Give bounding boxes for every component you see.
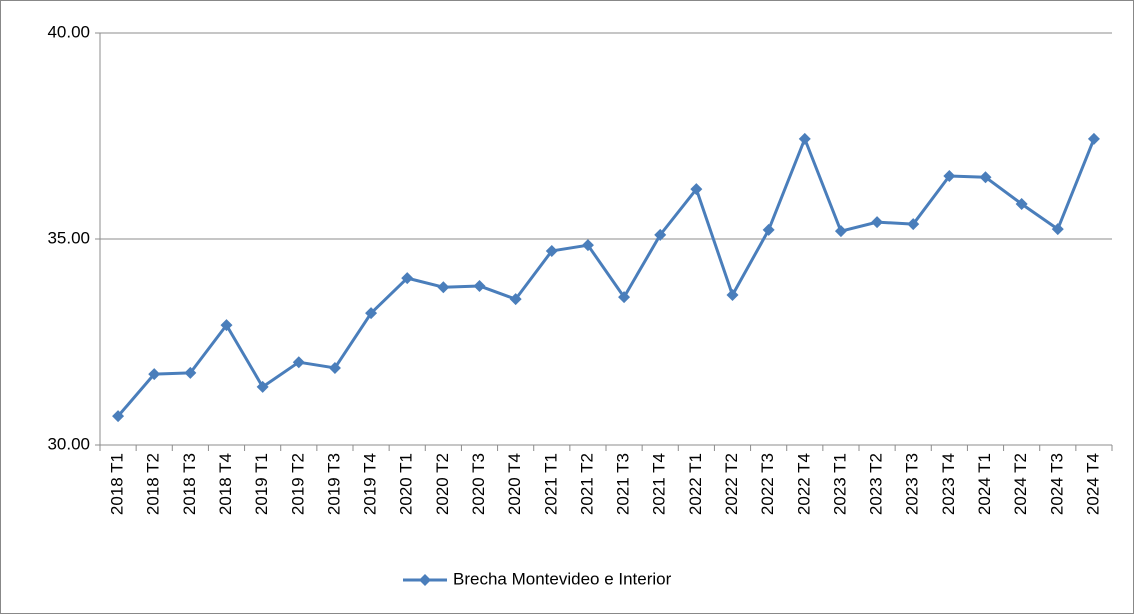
x-tick-label: 2024 T2 — [1011, 453, 1030, 515]
marker — [401, 272, 414, 285]
marker — [292, 356, 305, 369]
x-tick-label: 2018 T1 — [108, 453, 127, 515]
legend-marker — [419, 574, 431, 586]
marker — [112, 410, 125, 423]
marker — [184, 366, 197, 379]
x-tick-label: 2018 T3 — [180, 453, 199, 515]
x-tick-label: 2021 T2 — [577, 453, 596, 515]
x-tick-label: 2024 T1 — [975, 453, 994, 515]
x-tick-label: 2020 T3 — [469, 453, 488, 515]
marker — [979, 171, 992, 184]
x-tick-label: 2020 T1 — [397, 453, 416, 515]
marker — [473, 279, 486, 292]
marker — [437, 281, 450, 294]
marker — [545, 244, 558, 257]
marker — [220, 319, 233, 332]
marker — [907, 218, 920, 231]
x-tick-label: 2023 T1 — [830, 453, 849, 515]
x-tick-label: 2022 T4 — [794, 453, 813, 515]
marker — [328, 361, 341, 374]
x-tick-label: 2020 T4 — [505, 453, 524, 515]
x-tick-label: 2021 T3 — [614, 453, 633, 515]
marker — [798, 132, 811, 145]
marker — [618, 291, 631, 304]
marker — [726, 289, 739, 302]
x-tick-label: 2019 T2 — [288, 453, 307, 515]
x-tick-label: 2022 T1 — [686, 453, 705, 515]
x-tick-label: 2020 T2 — [433, 453, 452, 515]
marker — [1087, 132, 1100, 145]
x-tick-label: 2022 T2 — [722, 453, 741, 515]
x-tick-label: 2022 T3 — [758, 453, 777, 515]
marker — [1015, 197, 1028, 210]
marker — [762, 223, 775, 236]
x-tick-label: 2024 T3 — [1047, 453, 1066, 515]
x-tick-label: 2019 T4 — [361, 453, 380, 515]
marker — [943, 169, 956, 182]
series-line — [116, 137, 1096, 418]
y-tick-label: 30.00 — [47, 434, 90, 453]
marker — [871, 216, 884, 229]
marker — [509, 293, 522, 306]
marker — [654, 228, 667, 241]
legend-label: Brecha Montevideo e Interior — [453, 569, 672, 588]
y-tick-label: 40.00 — [47, 22, 90, 41]
y-tick-label: 35.00 — [47, 228, 90, 247]
marker — [581, 239, 594, 252]
x-tick-label: 2023 T4 — [939, 453, 958, 515]
x-tick-label: 2018 T4 — [216, 453, 235, 515]
x-tick-label: 2021 T1 — [541, 453, 560, 515]
marker — [148, 368, 161, 381]
x-tick-label: 2019 T3 — [324, 453, 343, 515]
marker — [690, 183, 703, 196]
x-tick-label: 2024 T4 — [1083, 453, 1102, 515]
x-tick-label: 2023 T2 — [867, 453, 886, 515]
x-tick-label: 2023 T3 — [903, 453, 922, 515]
x-tick-label: 2019 T1 — [252, 453, 271, 515]
x-tick-label: 2018 T2 — [144, 453, 163, 515]
marker — [365, 307, 378, 320]
marker — [1051, 223, 1064, 236]
marker — [256, 380, 269, 393]
marker — [834, 225, 847, 238]
x-tick-label: 2021 T4 — [650, 453, 669, 515]
